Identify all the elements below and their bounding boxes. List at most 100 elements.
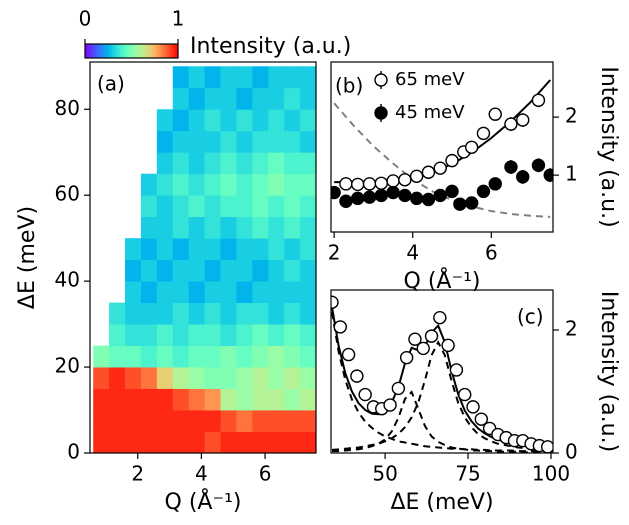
data-point [433,161,447,175]
heatmap-cell [236,367,253,389]
heatmap-cell [236,66,253,89]
heatmap-cell [125,281,142,304]
heatmap-cell [268,281,285,304]
heatmap-cell [204,281,221,304]
heatmap-cell [284,259,301,282]
heatmap-cell [252,216,269,239]
heatmap-cell [252,109,269,132]
heatmap-cell [188,152,205,175]
data-point [398,173,412,187]
heatmap-cell [252,259,269,282]
heatmap-cell [268,367,285,389]
heatmap-cell [109,345,126,368]
heatmap-cell [172,388,190,411]
heatmap-cell [268,302,285,325]
data-point [488,107,502,121]
heatmap-cell [156,431,174,454]
data-point [474,412,489,426]
heatmap-cell [252,66,269,89]
heatmap-cell [125,367,142,389]
heatmap-cell [252,388,269,411]
heatmap-cell [252,130,269,153]
heatmap-cell [252,431,269,454]
heatmap-cell [125,324,142,346]
heatmap-cell [93,367,110,389]
heatmap-cell [204,259,221,282]
heatmap-cell [268,216,285,239]
heatmap-cell [188,281,205,304]
data-point [331,295,339,310]
heatmap-cell [156,388,174,411]
heatmap-cell [140,431,158,454]
heatmap-cell [204,302,221,325]
data-point [362,177,377,191]
heatmap-cell [172,367,190,389]
heatmap-cell [268,66,285,89]
data-point [362,190,377,204]
heatmap-cell [156,238,174,261]
data-point [433,188,447,203]
heatmap-cell [188,173,205,196]
heatmap-cell [156,324,174,346]
x-tick-label: 2 [328,241,341,265]
heatmap-cell [172,216,190,239]
heatmap-cell [252,345,269,368]
heatmap-cell [252,238,269,261]
y-tick-label: 60 [55,182,80,206]
heatmap-cell [284,152,301,175]
x-tick-label: 2 [131,462,144,486]
heatmap-cell [300,388,317,411]
y-tick-label: 2 [565,316,578,340]
data-point [339,194,353,208]
heatmap-cell [300,152,317,175]
y-tick-label: 0 [67,440,80,464]
heatmap-cell [236,281,253,304]
heatmap-cell [268,87,285,110]
data-point [409,191,424,206]
heatmap-cell [204,388,221,411]
data-point [441,338,455,353]
heatmap-cell [204,431,221,454]
heatmap-cell [220,109,237,132]
heatmap-cell [93,431,110,454]
heatmap-cell [300,302,317,325]
heatmap-cell [300,195,317,218]
heatmap-cell [125,345,142,368]
heatmap-cell [220,238,237,261]
y-axis-label: Intensity (a.u.) [596,66,621,227]
heatmap-cell [300,238,317,261]
plot-area [331,79,553,218]
data-point [449,363,464,377]
heatmap-cell [300,281,317,304]
heatmap-cell [125,431,142,454]
x-tick-label: 6 [485,241,498,265]
heatmap-cell [204,66,221,89]
x-tick-label: 4 [195,462,208,486]
heatmap-cell [188,345,205,368]
heatmap-cell [172,259,190,282]
heatmap-cell [300,367,317,389]
fit-line [333,102,551,218]
heatmap-cell [140,388,158,411]
heatmap-cell [172,302,190,325]
heatmap-cell [220,281,237,304]
x-tick-label: 4 [406,241,419,265]
heatmap-cell [156,195,174,218]
heatmap-cell [188,367,205,389]
x-axis-label: Q (Å⁻¹) [165,488,242,515]
heatmap-cell [220,345,237,368]
x-tick-label: 6 [259,462,272,486]
heatmap-cell [236,238,253,261]
heatmap-cell [125,410,142,432]
heatmap-cell [140,259,158,282]
data-point [331,185,341,200]
heatmap-cell [172,130,190,153]
data-point [424,329,439,343]
data-point [476,126,491,141]
heatmap-cell [204,345,221,368]
heatmap-cell [220,152,237,175]
heatmap-cell [156,281,174,304]
data-point [416,341,430,356]
heatmap-cell [188,195,205,218]
